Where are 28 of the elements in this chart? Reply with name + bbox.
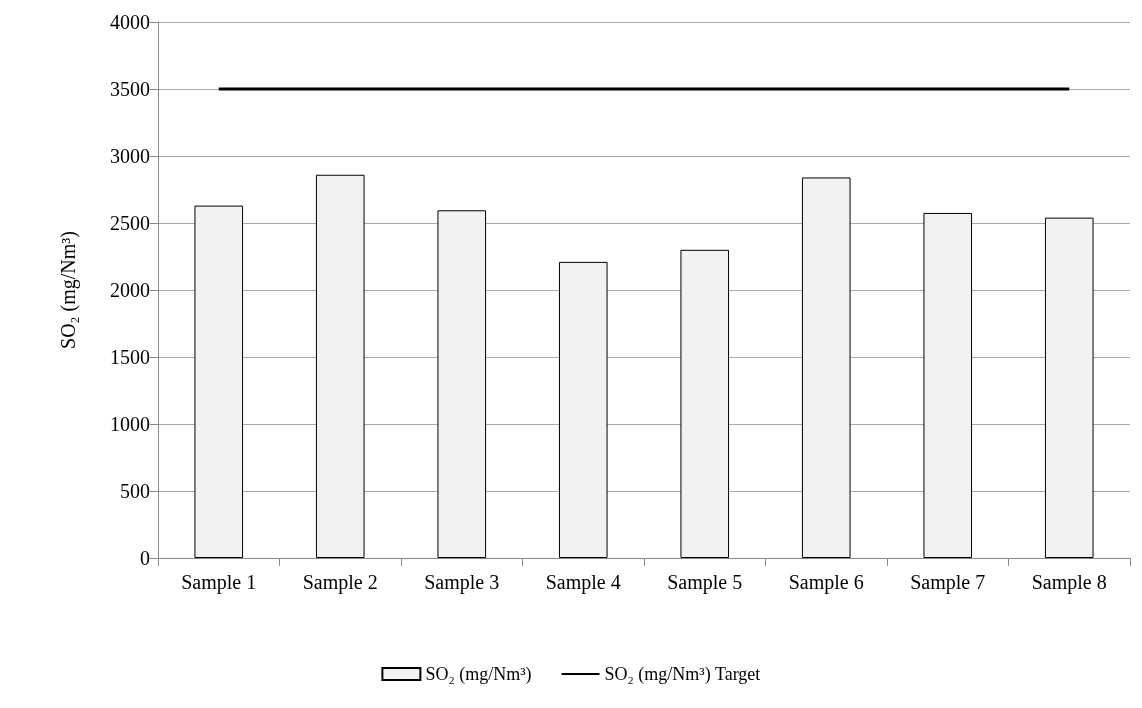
y-axis-title: SO₂ (mg/Nm³): [57, 231, 80, 349]
bar: [194, 205, 244, 558]
x-tick-label: Sample 6: [788, 571, 864, 594]
y-tick-label: 2500: [110, 212, 150, 234]
bar: [315, 174, 365, 558]
x-tick-label: Sample 4: [545, 571, 621, 594]
y-tick-label: 4000: [110, 11, 150, 33]
legend-label: SO₂ (mg/Nm³) Target: [604, 664, 761, 685]
y-tick-label: 500: [120, 480, 150, 502]
y-tick-label: 1000: [110, 413, 150, 435]
bar: [923, 212, 973, 558]
bar: [801, 177, 851, 558]
bar: [558, 261, 608, 558]
y-tick-label: 2000: [110, 279, 150, 301]
x-tick-label: Sample 7: [910, 571, 986, 594]
bar: [437, 210, 487, 558]
y-tick-label: 3000: [110, 145, 150, 167]
x-tick-label: Sample 2: [302, 571, 378, 594]
x-tick-label: Sample 1: [181, 571, 257, 594]
x-tick-label: Sample 3: [424, 571, 500, 594]
legend-label: SO₂ (mg/Nm³): [425, 664, 532, 685]
bar: [1044, 217, 1094, 558]
x-tick-label: Sample 5: [667, 571, 743, 594]
y-tick-label: 3500: [110, 78, 150, 100]
bar: [680, 249, 730, 558]
y-tick-label: 1500: [110, 346, 150, 368]
y-tick-label: 0: [140, 547, 150, 569]
x-tick-label: Sample 8: [1031, 571, 1107, 594]
